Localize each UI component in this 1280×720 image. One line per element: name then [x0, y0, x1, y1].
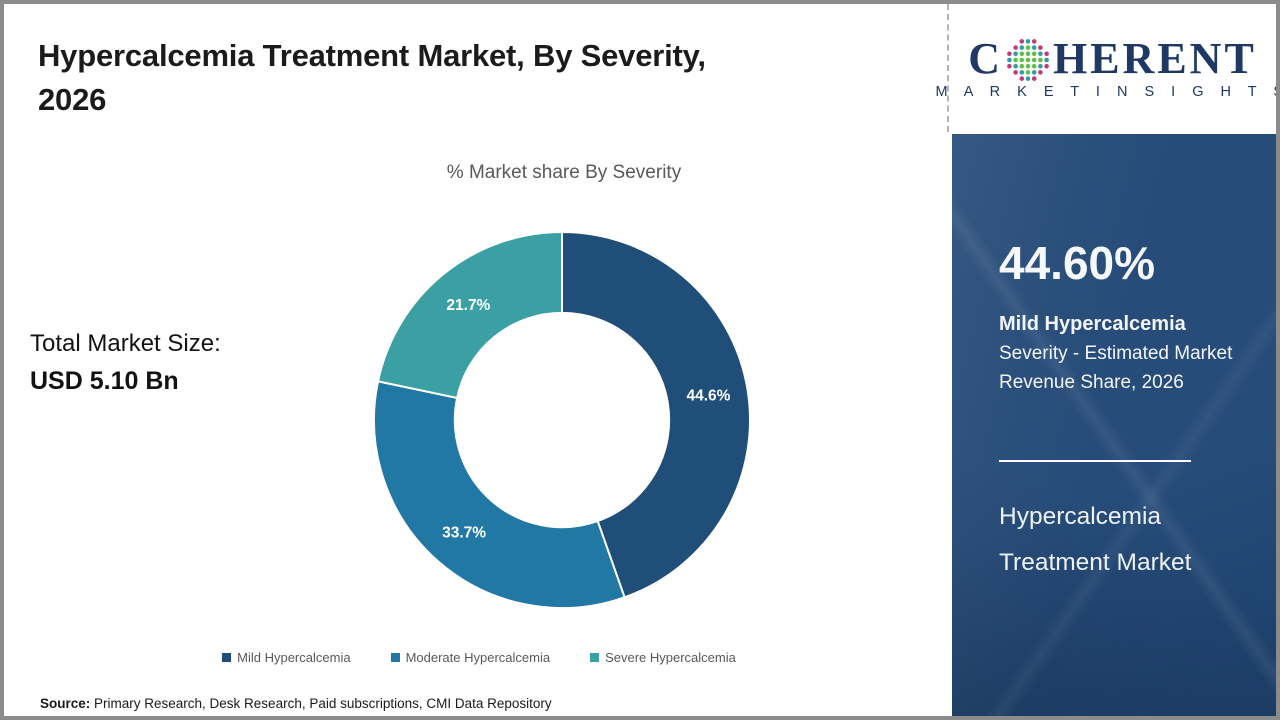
- legend-label: Moderate Hypercalcemia: [405, 650, 551, 665]
- legend-label: Severe Hypercalcemia: [605, 650, 736, 665]
- globe-dot: [1019, 63, 1025, 68]
- legend-marker: [390, 653, 400, 662]
- legend-marker: [590, 653, 600, 662]
- donut-slice-mild-hypercalcemia: [561, 231, 751, 599]
- globe-dot: [1044, 51, 1049, 56]
- stat-segment-rest: Severity - Estimated Market Revenue Shar…: [999, 343, 1233, 393]
- donut-chart: 44.6% 33.7% 21.7%: [373, 231, 751, 609]
- globe-dot: [1031, 44, 1037, 50]
- globe-dot: [1031, 57, 1037, 62]
- logo-letter-c: C: [968, 33, 1003, 83]
- legend-item-mild-hypercalcemia: Mild Hypercalcemia: [222, 650, 351, 665]
- globe-dot: [1031, 69, 1037, 75]
- globe-dot: [1031, 75, 1037, 81]
- globe-dot: [1025, 51, 1031, 56]
- donut-slice-moderate-hypercalcemia: [373, 380, 626, 609]
- brand-logo-subtitle: M A R K E T I N S I G H T S: [935, 83, 1280, 100]
- globe-dot: [1038, 63, 1043, 68]
- logo-letters-herent: HERENT: [1052, 33, 1257, 83]
- legend-marker: [222, 653, 232, 662]
- globe-dot: [1025, 38, 1031, 44]
- stat-description: Mild Hypercalcemia Severity - Estimated …: [999, 310, 1245, 397]
- globe-dot: [1031, 38, 1037, 44]
- source-text: Primary Research, Desk Research, Paid su…: [90, 696, 552, 711]
- sidebar-market-name: Hypercalcemia Treatment Market: [999, 494, 1191, 586]
- donut-slice-severe-hypercalcemia: [377, 231, 563, 399]
- globe-dot: [1031, 63, 1037, 68]
- sidebar-market-name-line1: Hypercalcemia: [999, 503, 1162, 530]
- page-title-line2: 2026: [38, 82, 107, 117]
- globe-dot: [1013, 69, 1018, 75]
- chart-legend: Mild Hypercalcemia Moderate Hypercalcemia…: [64, 650, 894, 665]
- globe-dot: [1025, 75, 1031, 81]
- globe-dot: [1025, 44, 1031, 50]
- globe-dot: [1038, 44, 1043, 50]
- brand-logo-panel: C HERENT M A R K E T I N S I G H T S: [935, 4, 1276, 132]
- stat-segment-name: Mild Hypercalcemia: [999, 313, 1186, 335]
- page-title-line1: Hypercalcemia Treatment Market, By Sever…: [38, 38, 706, 73]
- source-label: Source:: [40, 696, 91, 711]
- globe-dot: [1013, 44, 1018, 50]
- globe-dot: [1025, 57, 1031, 62]
- legend-item-moderate-hypercalcemia: Moderate Hypercalcemia: [390, 650, 551, 665]
- donut-slice-label: 44.6%: [686, 387, 730, 404]
- brand-logo-wordmark: C HERENT: [968, 33, 1257, 83]
- chart-title: % Market share By Severity: [446, 162, 682, 183]
- globe-dot: [1019, 69, 1025, 75]
- globe-dot: [1019, 51, 1025, 56]
- globe-dot: [1038, 57, 1043, 62]
- globe-dot: [1038, 51, 1043, 56]
- globe-dot: [1044, 63, 1049, 68]
- total-market-size-label: Total Market Size:: [30, 330, 221, 357]
- legend-item-severe-hypercalcemia: Severe Hypercalcemia: [590, 650, 736, 665]
- globe-dot: [1007, 51, 1012, 56]
- globe-dot: [1019, 44, 1025, 50]
- sidebar-market-name-line2: Treatment Market: [999, 549, 1192, 576]
- globe-dot: [1019, 75, 1025, 81]
- globe-dot: [1019, 38, 1025, 44]
- highlight-sidebar: 44.60% Mild Hypercalcemia Severity - Est…: [952, 134, 1276, 716]
- globe-dots-icon: [1007, 38, 1049, 81]
- globe-dot: [1007, 63, 1012, 68]
- globe-dot: [1044, 57, 1049, 62]
- globe-dot: [1013, 63, 1018, 68]
- globe-dot: [1031, 51, 1037, 56]
- globe-dot: [1019, 57, 1025, 62]
- donut-slice-label: 33.7%: [442, 524, 486, 541]
- globe-dot: [1013, 51, 1018, 56]
- donut-slice-label: 21.7%: [446, 297, 490, 314]
- globe-dot: [1025, 63, 1031, 68]
- stat-value: 44.60%: [999, 237, 1156, 289]
- total-market-size-value: USD 5.10 Bn: [30, 367, 179, 395]
- globe-dot: [1038, 69, 1043, 75]
- globe-dot: [1007, 57, 1012, 62]
- source-line: Source: Primary Research, Desk Research,…: [40, 696, 552, 711]
- sidebar-divider: [999, 460, 1191, 462]
- total-market-size-block: Total Market Size: USD 5.10 Bn: [30, 330, 221, 396]
- page-title: Hypercalcemia Treatment Market, By Sever…: [38, 34, 908, 122]
- globe-dot: [1025, 69, 1031, 75]
- legend-label: Mild Hypercalcemia: [237, 650, 351, 665]
- globe-dot: [1013, 57, 1018, 62]
